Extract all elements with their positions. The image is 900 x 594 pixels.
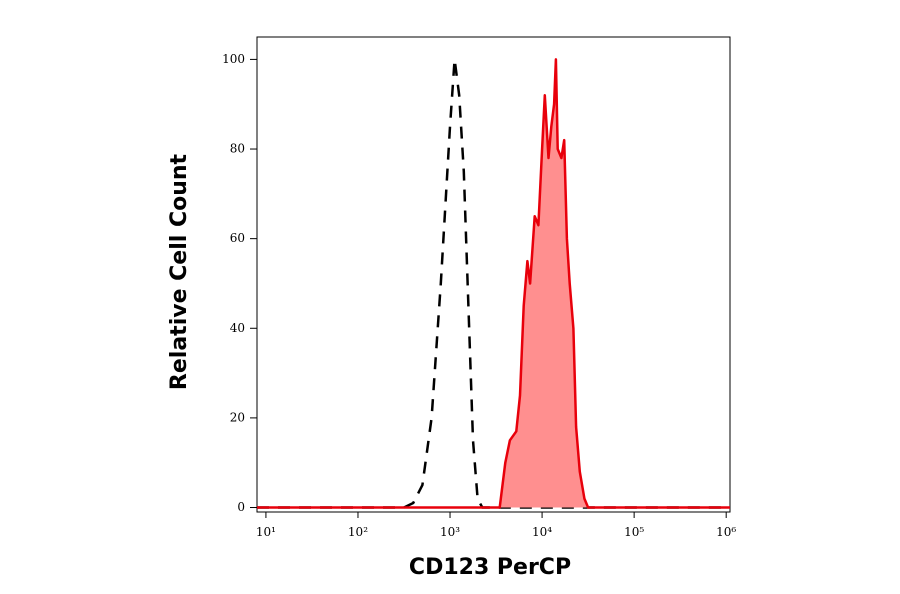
histogram-area bbox=[257, 59, 730, 508]
x-tick-label: 10⁵ bbox=[624, 525, 644, 539]
y-tick-label: 0 bbox=[237, 500, 245, 514]
y-tick-label: 80 bbox=[230, 142, 245, 156]
x-tick-label: 10⁶ bbox=[716, 525, 736, 539]
x-tick-label: 10⁴ bbox=[532, 525, 552, 539]
y-tick-label: 100 bbox=[222, 52, 245, 66]
histogram-line bbox=[257, 58, 730, 509]
plot-frame bbox=[256, 36, 731, 513]
x-axis-title: CD123 PerCP bbox=[409, 555, 571, 580]
y-tick-label: 60 bbox=[230, 231, 245, 245]
x-tick-label: 10² bbox=[348, 525, 368, 539]
x-tick-label: 10¹ bbox=[256, 525, 276, 539]
histogram-line bbox=[257, 58, 730, 509]
y-tick-label: 40 bbox=[230, 321, 245, 335]
x-tick-label: 10³ bbox=[440, 525, 460, 539]
y-axis-title: Relative Cell Count bbox=[167, 153, 192, 390]
y-tick-label: 20 bbox=[230, 410, 245, 424]
